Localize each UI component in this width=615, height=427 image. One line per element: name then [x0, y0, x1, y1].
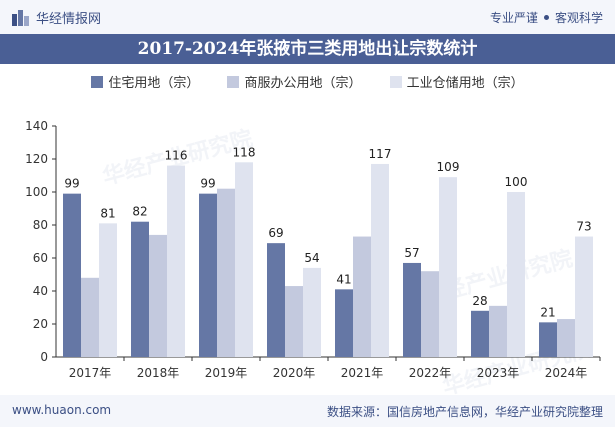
bar	[235, 162, 253, 357]
bar	[99, 223, 117, 357]
bar	[539, 322, 557, 357]
chart-title: 2017-2024年张掖市三类用地出让宗数统计	[0, 34, 615, 64]
data-label: 57	[404, 246, 419, 260]
legend-label-commercial: 商服办公用地（宗）	[244, 76, 362, 91]
bar	[353, 236, 371, 357]
data-label: 118	[233, 145, 256, 159]
bar	[149, 234, 167, 357]
data-label: 21	[540, 305, 555, 319]
data-label: 109	[437, 160, 460, 174]
bar	[575, 236, 593, 357]
data-label: 28	[472, 294, 487, 308]
bar	[167, 165, 185, 357]
footer: www.huaon.com 数据来源：国信房地产信息网，华经产业研究院整理	[0, 395, 615, 427]
data-label: 69	[268, 226, 283, 240]
legend-item-industrial: 工业仓储用地（宗）	[389, 72, 524, 91]
legend-swatch-commercial	[227, 75, 240, 88]
data-label: 73	[576, 220, 591, 234]
data-label: 99	[200, 177, 215, 191]
legend-label-industrial: 工业仓储用地（宗）	[406, 76, 524, 91]
slogan: 专业严谨 客观科学	[490, 9, 603, 26]
bar	[471, 310, 489, 357]
footer-url[interactable]: www.huaon.com	[12, 403, 112, 417]
x-tick-label: 2023年	[477, 366, 520, 380]
bar	[439, 177, 457, 357]
slogan-dot-icon	[543, 15, 549, 20]
bar	[507, 192, 525, 357]
y-tick-label: 40	[33, 284, 48, 298]
footer-source: 数据来源：国信房地产信息网，华经产业研究院整理	[326, 405, 603, 419]
x-tick-label: 2022年	[409, 366, 452, 380]
bar	[421, 271, 439, 357]
legend-item-commercial: 商服办公用地（宗）	[227, 72, 362, 91]
brand: 华经情报网	[12, 8, 101, 27]
bar	[371, 163, 389, 357]
data-label: 116	[165, 149, 188, 163]
data-label: 99	[64, 177, 79, 191]
bar	[557, 319, 575, 357]
bar	[403, 262, 421, 357]
data-label: 82	[132, 205, 147, 219]
bar-chart: 0 20 40 60 80 100 120 140 99 81 2017年 82 116 2018年 99 1…	[25, 119, 601, 380]
top-bar: 华经情报网 专业严谨 客观科学	[0, 0, 615, 34]
y-tick-label: 140	[25, 119, 48, 133]
legend-swatch-residential	[91, 75, 104, 88]
legend: 住宅用地（宗） 商服办公用地（宗） 工业仓储用地（宗）	[0, 72, 615, 92]
data-label: 81	[100, 206, 115, 220]
data-label: 41	[336, 272, 351, 286]
legend-item-residential: 住宅用地（宗）	[91, 72, 199, 91]
bar	[217, 188, 235, 357]
brand-logo-icon	[12, 9, 29, 26]
bar	[199, 193, 217, 357]
x-tick-label: 2020年	[273, 366, 316, 380]
bar	[303, 267, 321, 357]
slogan-right: 客观科学	[554, 11, 603, 25]
bar	[81, 277, 99, 357]
brand-name: 华经情报网	[36, 12, 102, 27]
data-label: 117	[369, 147, 392, 161]
x-tick-label: 2018年	[137, 366, 180, 380]
y-tick-label: 20	[33, 317, 48, 331]
bar	[131, 221, 149, 357]
data-label: 100	[505, 175, 528, 189]
legend-swatch-industrial	[389, 75, 402, 88]
y-tick-label: 60	[33, 251, 48, 265]
bar	[285, 286, 303, 357]
data-label: 54	[304, 251, 319, 265]
legend-label-residential: 住宅用地（宗）	[108, 76, 200, 91]
slogan-left: 专业严谨	[489, 11, 538, 25]
bar	[267, 243, 285, 357]
y-tick-label: 0	[40, 350, 48, 364]
x-tick-label: 2021年	[341, 366, 384, 380]
x-tick-label: 2019年	[205, 366, 248, 380]
bar	[489, 305, 507, 357]
y-tick-label: 100	[25, 185, 48, 199]
x-tick-label: 2017年	[69, 366, 112, 380]
y-tick-label: 120	[25, 152, 48, 166]
x-tick-label: 2024年	[545, 366, 588, 380]
bar	[63, 193, 81, 357]
y-tick-label: 80	[33, 218, 48, 232]
bar	[335, 289, 353, 357]
